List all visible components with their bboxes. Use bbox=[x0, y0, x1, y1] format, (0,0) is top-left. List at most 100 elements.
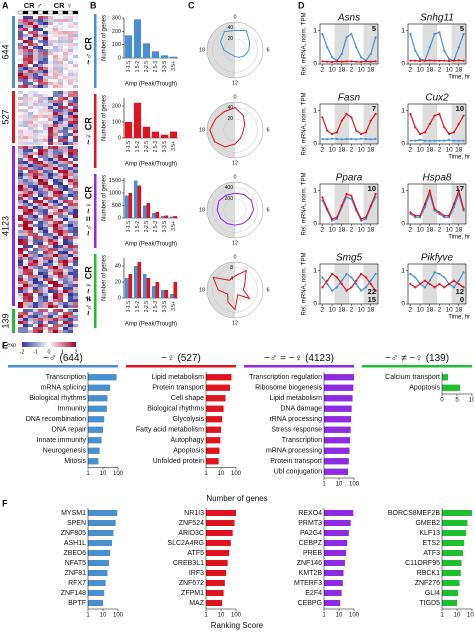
bar bbox=[206, 580, 225, 586]
heatmap-cell bbox=[73, 82, 78, 85]
heatmap-cell bbox=[38, 52, 43, 55]
group-header: ~♂ ≠ ~♀ (139) bbox=[385, 353, 449, 364]
heatmap-cell bbox=[53, 315, 58, 318]
x-tick-label: 2.5-3 bbox=[153, 61, 159, 73]
bar-label: mRNA splicing bbox=[40, 385, 86, 392]
heatmap-cell bbox=[38, 191, 43, 194]
heatmap-cell bbox=[53, 19, 58, 22]
heatmap-cell bbox=[33, 182, 38, 185]
heatmap-cell bbox=[58, 61, 63, 64]
point bbox=[345, 289, 348, 292]
heatmap-cell bbox=[18, 218, 23, 221]
x-tick-label: 18 bbox=[367, 147, 375, 154]
heatmap-cell bbox=[73, 221, 78, 224]
heatmap-cell bbox=[68, 287, 73, 290]
gene-name: Fasn bbox=[338, 93, 361, 104]
point bbox=[418, 132, 422, 136]
heatmap-cell bbox=[38, 318, 43, 321]
bar bbox=[151, 213, 156, 218]
heatmap-cell bbox=[18, 182, 23, 185]
bar bbox=[206, 447, 220, 454]
heatmap-cell bbox=[73, 67, 78, 70]
heatmap-cell bbox=[48, 281, 53, 284]
heatmap-cell bbox=[68, 248, 73, 251]
heatmap-cell bbox=[33, 19, 38, 22]
heatmap-cell bbox=[48, 194, 53, 197]
heatmap-cell bbox=[28, 121, 33, 124]
bar bbox=[206, 550, 230, 556]
heatmap-cell bbox=[73, 139, 78, 142]
heatmap-cell bbox=[68, 239, 73, 242]
heatmap-cell bbox=[18, 61, 23, 64]
radial-grid bbox=[212, 187, 258, 233]
heatmap-cell bbox=[28, 309, 33, 312]
heatmap-cell bbox=[68, 206, 73, 209]
heatmap-cell bbox=[53, 79, 58, 82]
x-tick-label: 2-2.5 bbox=[144, 61, 150, 73]
heatmap-cell bbox=[28, 37, 33, 40]
angle-label: 0 bbox=[233, 174, 236, 180]
heatmap-cell bbox=[48, 212, 53, 215]
heatmap-cell bbox=[43, 209, 48, 212]
heatmap-cell bbox=[58, 245, 63, 248]
heatmap-cell bbox=[48, 309, 53, 312]
heatmap-cell bbox=[73, 215, 78, 218]
group-symbol: ~♂ ≠ ~♀ bbox=[385, 353, 423, 364]
x-tick-label: 18 bbox=[455, 227, 463, 234]
bar-label: SLC2A4RG bbox=[167, 540, 204, 547]
bar-label: NFAT5 bbox=[65, 560, 86, 567]
y-axis-label: Rel. mRNA, norm. TPM bbox=[302, 253, 308, 316]
x-tick-label: 1 bbox=[440, 613, 444, 619]
heatmap-cell bbox=[28, 227, 33, 230]
heatmap-cell bbox=[48, 203, 53, 206]
heatmap-cell bbox=[38, 85, 43, 88]
heatmap-cell bbox=[23, 70, 28, 73]
heatmap-cell bbox=[33, 287, 38, 290]
heatmap-cell bbox=[43, 136, 48, 139]
heatmap-cell bbox=[18, 233, 23, 236]
heatmap-cell bbox=[18, 215, 23, 218]
heatmap-cell bbox=[63, 64, 68, 67]
heatmap-cell bbox=[23, 106, 28, 109]
point bbox=[418, 59, 422, 63]
heatmap-cell bbox=[73, 61, 78, 64]
bar bbox=[324, 416, 352, 423]
heatmap-cell bbox=[43, 124, 48, 127]
heatmap-cell bbox=[68, 121, 73, 124]
heatmap-cell bbox=[58, 260, 63, 263]
heatmap-cell bbox=[18, 176, 23, 179]
heatmap-cell bbox=[38, 37, 43, 40]
light-dark-bar bbox=[17, 10, 24, 15]
heatmap-cell bbox=[73, 312, 78, 315]
x-tick-label: 10 bbox=[357, 147, 365, 154]
point bbox=[457, 189, 460, 192]
x-tick-label: 1.5-2 bbox=[135, 301, 141, 313]
heatmap-cell bbox=[33, 37, 38, 40]
heatmap-cell bbox=[63, 206, 68, 209]
bar-label: NR1I3 bbox=[184, 510, 204, 517]
point bbox=[350, 276, 353, 279]
heatmap-cell bbox=[23, 121, 28, 124]
heatmap-cell bbox=[68, 31, 73, 34]
point bbox=[433, 271, 436, 274]
point bbox=[345, 112, 348, 116]
heatmap-cell bbox=[53, 103, 58, 106]
point bbox=[345, 272, 348, 276]
heatmap-cell bbox=[18, 287, 23, 290]
point bbox=[418, 138, 422, 142]
point bbox=[345, 192, 348, 196]
heatmap-cell bbox=[28, 139, 33, 142]
group-bar bbox=[94, 174, 97, 248]
bar bbox=[324, 530, 349, 536]
cluster-count: 4123 bbox=[0, 216, 10, 236]
heatmap-cell bbox=[33, 58, 38, 61]
heatmap-cell bbox=[23, 194, 28, 197]
heatmap-cell bbox=[33, 167, 38, 170]
point bbox=[359, 217, 363, 221]
heatmap-cell bbox=[33, 85, 38, 88]
heatmap-cell bbox=[53, 266, 58, 269]
point bbox=[462, 209, 465, 212]
heatmap-cell bbox=[28, 43, 33, 46]
heatmap-cell bbox=[73, 324, 78, 327]
heatmap-cell bbox=[68, 85, 73, 88]
